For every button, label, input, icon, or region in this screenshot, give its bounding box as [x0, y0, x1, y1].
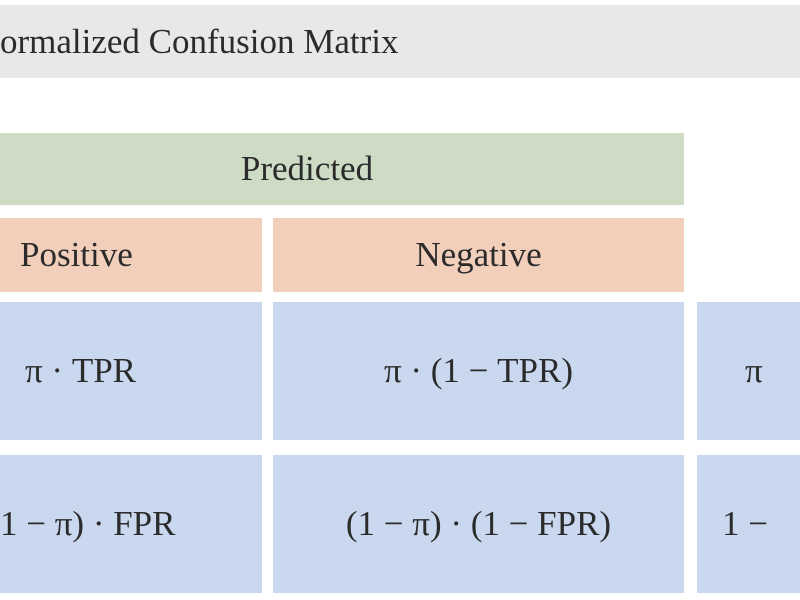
- cell-text: π: [745, 351, 763, 390]
- predicted-header: Predicted: [0, 133, 684, 205]
- predicted-label: Predicted: [240, 149, 374, 188]
- column-label: Negative: [415, 235, 542, 274]
- cell: π: [697, 302, 800, 440]
- cell: 1 −: [697, 455, 800, 593]
- title: ormalized Confusion Matrix: [0, 21, 399, 61]
- title-bar: ormalized Confusion Matrix: [0, 5, 800, 78]
- cell: 1 − π) · FPR: [0, 455, 262, 593]
- cell-text: π · TPR: [25, 351, 137, 390]
- cell: π · TPR: [0, 302, 262, 440]
- column-header: Negative: [273, 218, 684, 292]
- column-header: Positive: [0, 218, 262, 292]
- column-label: Positive: [20, 235, 133, 274]
- cell-text: 1 − π) · FPR: [0, 504, 176, 543]
- cell-text: 1 −: [722, 504, 768, 543]
- cell-text: (1 − π) · (1 − FPR): [345, 504, 612, 543]
- cell: π · (1 − TPR): [273, 302, 684, 440]
- cell: (1 − π) · (1 − FPR): [273, 455, 684, 593]
- cell-text: π · (1 − TPR): [383, 351, 574, 390]
